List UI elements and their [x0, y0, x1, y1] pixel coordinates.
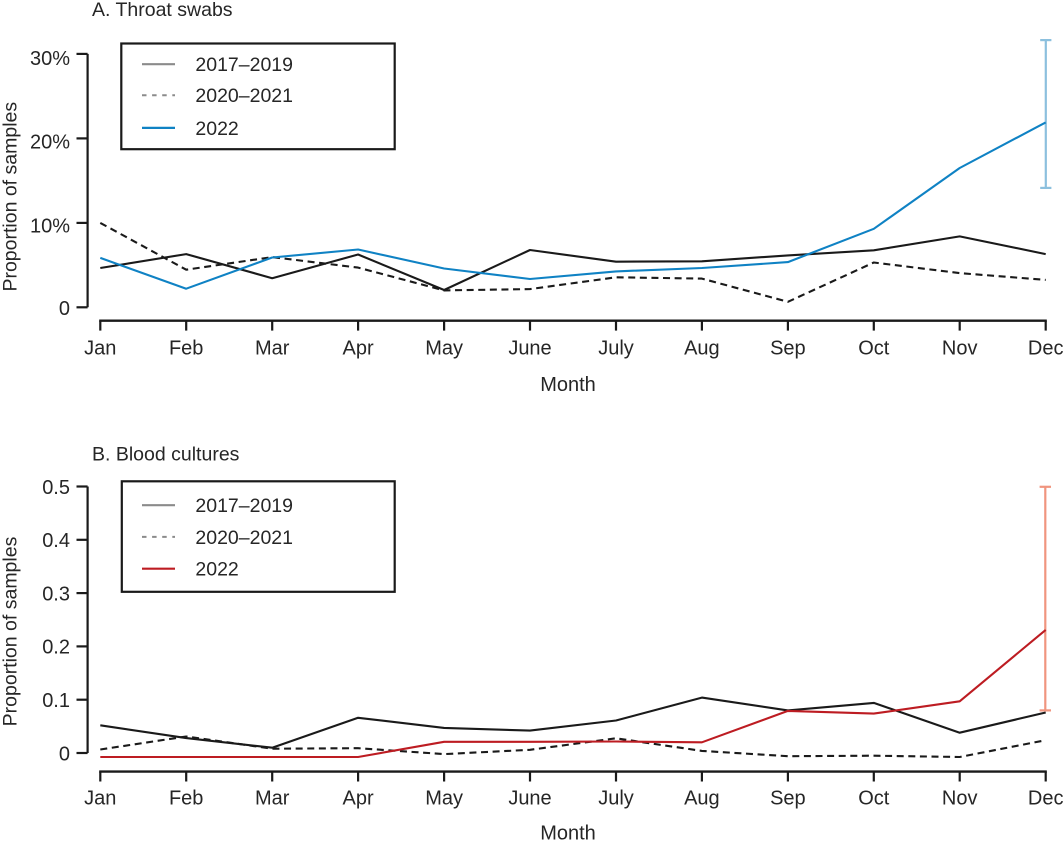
svg-text:2020–2021: 2020–2021: [195, 85, 293, 107]
svg-text:Nov: Nov: [942, 787, 978, 809]
svg-text:Oct: Oct: [858, 787, 890, 809]
svg-text:A. Throat swabs: A. Throat swabs: [92, 0, 233, 21]
svg-text:Feb: Feb: [169, 338, 203, 360]
svg-text:2017–2019: 2017–2019: [195, 54, 293, 76]
svg-text:Month: Month: [540, 822, 596, 844]
svg-text:Nov: Nov: [942, 338, 978, 360]
svg-text:Aug: Aug: [684, 338, 720, 360]
svg-text:June: June: [508, 787, 551, 809]
svg-text:Feb: Feb: [169, 787, 203, 809]
svg-text:0.1: 0.1: [42, 690, 70, 712]
svg-text:Aug: Aug: [684, 787, 720, 809]
svg-text:Mar: Mar: [255, 338, 290, 360]
svg-text:July: July: [598, 787, 634, 809]
svg-text:May: May: [425, 338, 463, 360]
svg-text:Sep: Sep: [770, 338, 806, 360]
svg-text:B. Blood cultures: B. Blood cultures: [92, 444, 240, 466]
svg-text:2017–2019: 2017–2019: [195, 495, 293, 517]
svg-text:0.4: 0.4: [42, 530, 70, 552]
svg-text:Sep: Sep: [770, 787, 806, 809]
svg-text:Jan: Jan: [84, 338, 116, 360]
svg-text:2020–2021: 2020–2021: [195, 527, 293, 549]
svg-text:Apr: Apr: [343, 338, 374, 360]
svg-text:2022: 2022: [195, 118, 238, 140]
svg-text:June: June: [508, 338, 551, 360]
svg-text:Dec: Dec: [1028, 338, 1064, 360]
svg-text:Proportion of samples: Proportion of samples: [0, 536, 22, 726]
svg-text:Proportion of samples: Proportion of samples: [0, 102, 22, 292]
svg-text:Dec: Dec: [1028, 787, 1064, 809]
svg-text:0.3: 0.3: [42, 583, 70, 605]
svg-text:Month: Month: [540, 374, 596, 396]
svg-text:20%: 20%: [30, 132, 70, 154]
svg-text:0.2: 0.2: [42, 637, 70, 659]
svg-text:May: May: [425, 787, 463, 809]
svg-text:2022: 2022: [195, 559, 238, 581]
svg-text:July: July: [598, 338, 634, 360]
svg-text:Mar: Mar: [255, 787, 290, 809]
svg-text:0.5: 0.5: [42, 477, 70, 499]
svg-text:0: 0: [59, 743, 70, 765]
svg-text:Jan: Jan: [84, 787, 116, 809]
svg-text:10%: 10%: [30, 215, 70, 237]
svg-text:Apr: Apr: [343, 787, 374, 809]
svg-text:Oct: Oct: [858, 338, 890, 360]
svg-text:30%: 30%: [30, 48, 70, 70]
svg-text:0: 0: [59, 298, 70, 320]
